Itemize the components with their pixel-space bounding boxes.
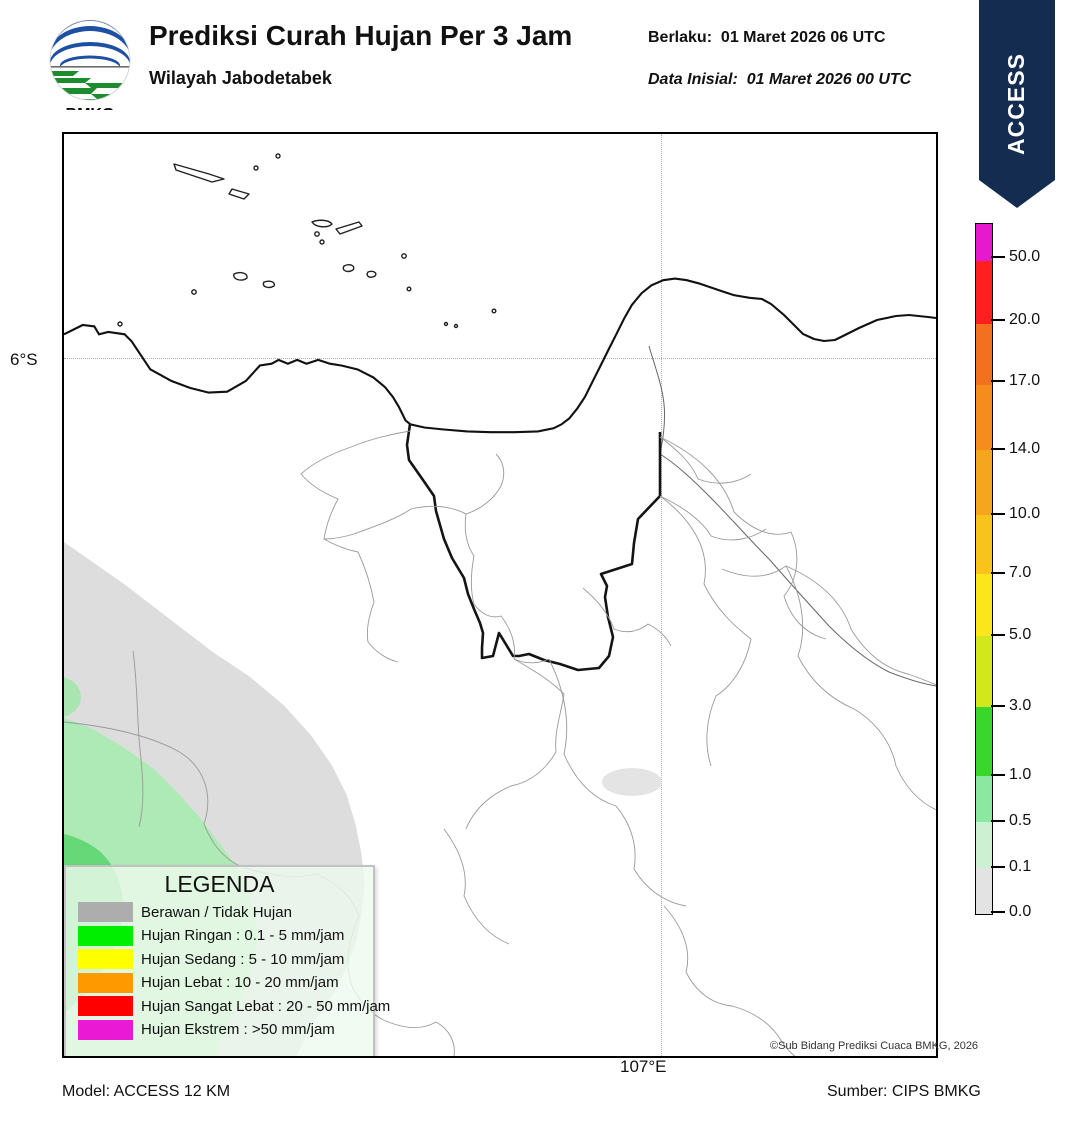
svg-text:BMKG: BMKG xyxy=(66,106,115,110)
